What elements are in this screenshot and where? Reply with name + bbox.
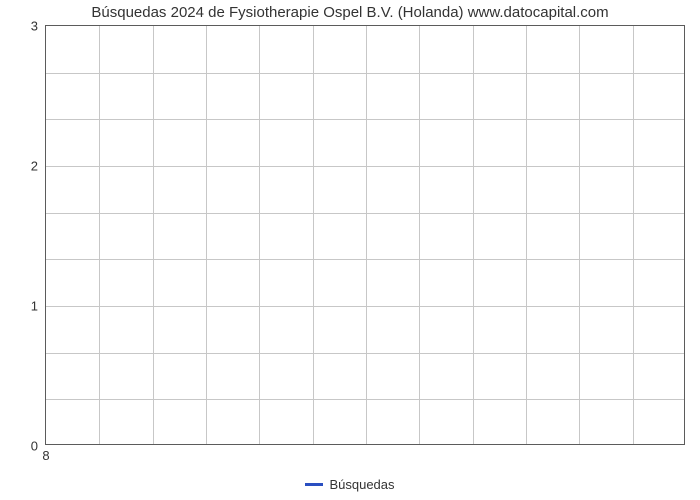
- legend: Búsquedas: [0, 477, 700, 492]
- gridline-vertical: [366, 26, 367, 444]
- gridline-horizontal-minor: [46, 73, 684, 74]
- legend-swatch: [305, 483, 323, 486]
- y-tick-label: 1: [31, 299, 38, 314]
- gridline-vertical: [473, 26, 474, 444]
- gridline-vertical: [419, 26, 420, 444]
- chart-container: Búsquedas 2024 de Fysiotherapie Ospel B.…: [0, 0, 700, 500]
- gridline-vertical: [633, 26, 634, 444]
- gridline-horizontal-minor: [46, 259, 684, 260]
- gridline-horizontal-minor: [46, 399, 684, 400]
- gridline-vertical: [153, 26, 154, 444]
- y-tick-label: 0: [31, 439, 38, 454]
- gridline-horizontal-minor: [46, 353, 684, 354]
- gridline-vertical: [526, 26, 527, 444]
- gridline-vertical: [579, 26, 580, 444]
- gridline-vertical: [259, 26, 260, 444]
- legend-label: Búsquedas: [329, 477, 394, 492]
- chart-title: Búsquedas 2024 de Fysiotherapie Ospel B.…: [0, 4, 700, 21]
- gridline-vertical: [99, 26, 100, 444]
- gridline-horizontal: [46, 306, 684, 307]
- gridline-horizontal: [46, 166, 684, 167]
- y-tick-label: 2: [31, 159, 38, 174]
- gridline-vertical: [313, 26, 314, 444]
- gridline-horizontal-minor: [46, 119, 684, 120]
- y-tick-label: 3: [31, 19, 38, 34]
- gridline-horizontal-minor: [46, 213, 684, 214]
- x-tick-label: 8: [42, 448, 49, 463]
- gridline-vertical: [206, 26, 207, 444]
- plot-area: 01238: [45, 25, 685, 445]
